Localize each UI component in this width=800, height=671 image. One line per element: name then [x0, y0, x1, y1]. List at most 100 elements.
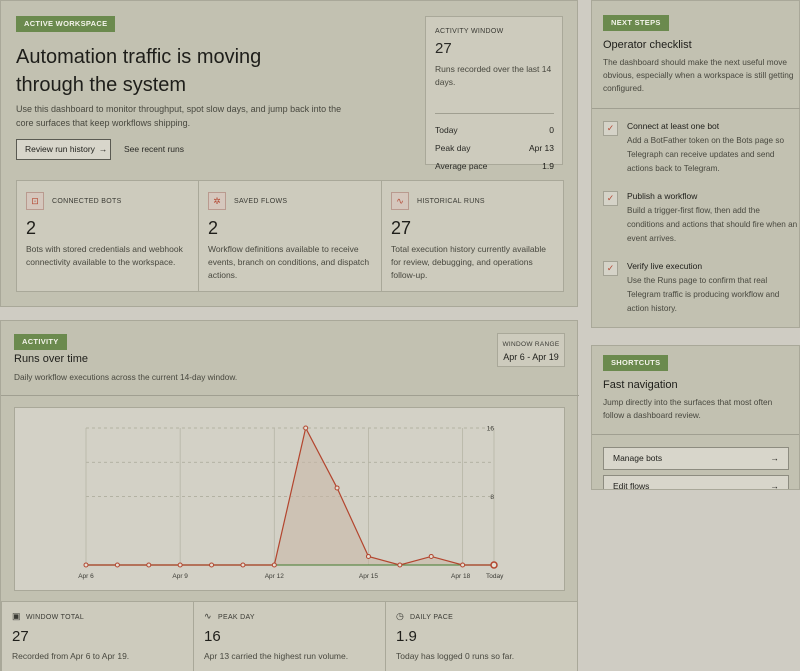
- activity-window-card: ACTIVITY WINDOW 27 Runs recorded over th…: [425, 16, 563, 171]
- footer-stat-value: 16: [204, 628, 221, 645]
- data-point: [428, 553, 434, 559]
- footer-stat-description: Apr 13 carried the highest run volume.: [204, 651, 349, 661]
- data-point: [490, 561, 498, 569]
- footer-stat-value: 27: [12, 628, 29, 645]
- stat-card-connected-bots: ⊡ CONNECTED BOTS 2 Bots with stored cred…: [16, 180, 199, 292]
- stat-value: 2: [208, 218, 219, 238]
- stat-description: Workflow definitions available to receiv…: [208, 244, 370, 280]
- pulse-icon: ∿: [391, 192, 409, 210]
- operator-checklist-description: The dashboard should make the next usefu…: [603, 57, 794, 93]
- window-range-label: WINDOW RANGE: [502, 341, 560, 348]
- footer-stat-label: WINDOW TOTAL: [26, 614, 85, 621]
- footer-stat-daily-pace: ◷ DAILY PACE 1.9 Today has logged 0 runs…: [385, 601, 578, 671]
- x-tick-label: Apr 6: [78, 573, 94, 580]
- runs-line-chart: Apr 6 Apr 9 Apr 12 Apr 15 Apr 18 Today 16 8: [78, 425, 504, 580]
- row-value: Apr 13: [528, 143, 554, 153]
- activity-row-average-pace: Average pace 1.9: [435, 161, 554, 171]
- series-line: [86, 426, 494, 566]
- y-tick-label: 16: [487, 426, 495, 433]
- bot-icon: ⊡: [26, 192, 44, 210]
- shortcuts-badge: SHORTCUTS: [603, 355, 669, 371]
- stat-card-saved-flows: ✲ SAVED FLOWS 2 Workflow definitions ava…: [198, 180, 382, 292]
- sparkle-icon: ✲: [208, 192, 226, 210]
- data-point: [397, 562, 403, 568]
- shortcuts-panel: SHORTCUTS Fast navigation Jump directly …: [591, 345, 800, 490]
- operator-checklist-title: Operator checklist: [603, 39, 692, 51]
- stat-label: HISTORICAL RUNS: [417, 198, 485, 205]
- row-label: Peak day: [435, 143, 471, 153]
- checklist-item-text: Use the Runs page to confirm that real T…: [627, 276, 780, 313]
- x-tick-label: Apr 15: [359, 573, 379, 580]
- y-tick-label: 8: [490, 494, 494, 501]
- row-label: Today: [435, 125, 458, 135]
- checkbox-checked-icon[interactable]: ✓: [603, 191, 618, 206]
- activity-badge: ACTIVITY: [14, 334, 67, 350]
- stat-value: 2: [26, 218, 37, 238]
- manage-bots-label: Manage bots: [613, 453, 663, 463]
- stat-label: SAVED FLOWS: [234, 198, 288, 205]
- stat-label: CONNECTED BOTS: [52, 198, 122, 205]
- next-steps-panel: NEXT STEPS Operator checklist The dashbo…: [591, 0, 800, 328]
- data-point: [114, 562, 120, 568]
- footer-stat-value: 1.9: [396, 628, 417, 645]
- calendar-icon: ▣: [12, 611, 21, 621]
- x-tick-label: Apr 18: [451, 573, 471, 580]
- hero-panel: ACTIVE WORKSPACE Automation traffic is m…: [0, 0, 578, 307]
- footer-stat-window-total: ▣ WINDOW TOTAL 27 Recorded from Apr 6 to…: [1, 601, 194, 671]
- pulse-icon: ∿: [204, 611, 212, 621]
- row-value: 1.9: [542, 161, 554, 171]
- data-point: [365, 553, 371, 559]
- data-point: [334, 485, 340, 491]
- see-recent-runs-link[interactable]: See recent runs: [124, 144, 185, 154]
- checkbox-checked-icon[interactable]: ✓: [603, 121, 618, 136]
- row-label: Average pace: [435, 161, 488, 171]
- data-point: [303, 425, 309, 431]
- stat-value: 27: [391, 218, 412, 238]
- page-title: Automation traffic is moving through the…: [16, 46, 262, 96]
- activity-window-description: Runs recorded over the last 14 days.: [435, 64, 552, 87]
- checklist-item-title: Publish a workflow: [627, 191, 698, 201]
- runs-over-time-description: Daily workflow executions across the cur…: [14, 372, 238, 382]
- active-workspace-badge: ACTIVE WORKSPACE: [16, 16, 116, 32]
- x-tick-label: Apr 9: [172, 573, 188, 580]
- checklist-item-text: Add a BotFather token on the Bots page s…: [627, 136, 785, 173]
- data-point: [271, 562, 277, 568]
- manage-bots-button[interactable]: Manage bots →: [603, 447, 789, 470]
- fast-navigation-title: Fast navigation: [603, 379, 678, 391]
- activity-row-peak-day: Peak day Apr 13: [435, 143, 554, 153]
- data-point: [83, 562, 89, 568]
- arrow-right-icon: →: [770, 453, 780, 463]
- stat-description: Bots with stored credentials and webhook…: [26, 244, 183, 267]
- checkbox-checked-icon[interactable]: ✓: [603, 261, 618, 276]
- x-tick-label: Apr 12: [265, 573, 285, 580]
- hero-description: Use this dashboard to monitor throughput…: [16, 104, 342, 128]
- review-run-history-button[interactable]: Review run history →: [16, 139, 111, 160]
- edit-flows-button[interactable]: Edit flows →: [603, 475, 789, 490]
- stat-card-historical-runs: ∿ HISTORICAL RUNS 27 Total execution his…: [381, 180, 564, 292]
- activity-window-label: ACTIVITY WINDOW: [435, 28, 504, 35]
- arrow-right-icon: →: [770, 481, 780, 490]
- footer-stat-label: DAILY PACE: [410, 614, 454, 621]
- runs-over-time-title: Runs over time: [14, 353, 88, 365]
- divider: [592, 434, 799, 435]
- data-point: [146, 562, 152, 568]
- footer-stat-description: Recorded from Apr 6 to Apr 19.: [12, 651, 130, 661]
- checklist-item-title: Connect at least one bot: [627, 121, 720, 131]
- footer-stat-description: Today has logged 0 runs so far.: [396, 651, 515, 661]
- footer-stat-label: PEAK DAY: [218, 614, 255, 621]
- arrow-right-icon: →: [98, 144, 108, 154]
- row-value: 0: [549, 125, 554, 135]
- x-tick-label: Today: [486, 573, 504, 580]
- data-point: [209, 562, 215, 568]
- activity-panel: ACTIVITY Runs over time Daily workflow e…: [0, 320, 579, 671]
- checklist-item-title: Verify live execution: [627, 261, 703, 271]
- activity-window-count: 27: [435, 40, 452, 57]
- review-run-history-label: Review run history: [25, 144, 95, 154]
- divider: [1, 395, 579, 396]
- next-steps-badge: NEXT STEPS: [603, 15, 669, 31]
- data-point: [240, 562, 246, 568]
- fast-navigation-description: Jump directly into the surfaces that mos…: [603, 397, 773, 420]
- divider: [435, 113, 554, 114]
- window-range-value: Apr 6 - Apr 19: [503, 352, 559, 362]
- window-range-card: WINDOW RANGE Apr 6 - Apr 19: [497, 333, 565, 367]
